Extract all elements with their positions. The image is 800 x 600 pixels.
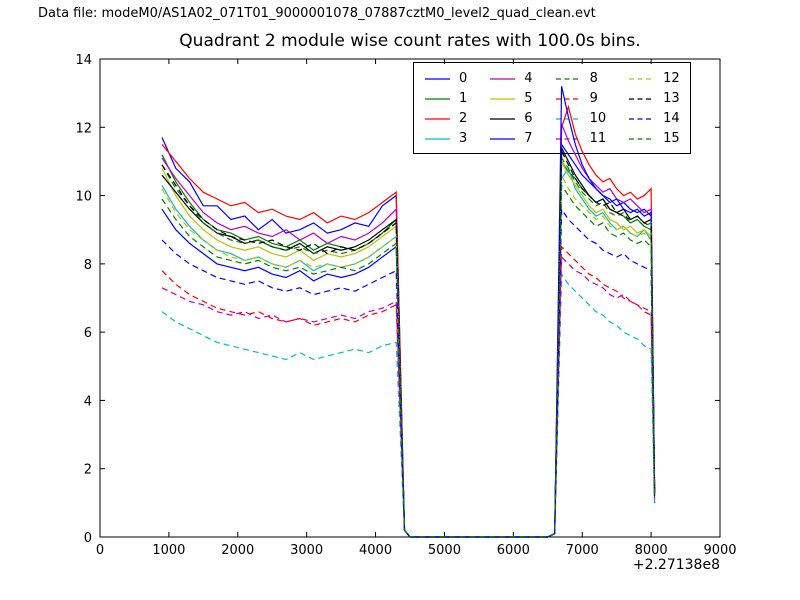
legend-entry-5: 5 bbox=[489, 88, 533, 108]
legend-label: 7 bbox=[524, 130, 533, 146]
series-line-3 bbox=[161, 166, 656, 538]
x-tick-label: 0 bbox=[96, 543, 104, 558]
series-line-9 bbox=[161, 245, 656, 538]
legend-entry-9: 9 bbox=[555, 88, 607, 108]
y-tick-label: 0 bbox=[84, 531, 92, 546]
legend-line-sample-icon bbox=[425, 137, 450, 140]
series-line-7 bbox=[161, 86, 656, 538]
legend-label: 5 bbox=[524, 90, 533, 106]
legend-label: 8 bbox=[589, 70, 598, 86]
legend-label: 11 bbox=[589, 130, 607, 146]
legend-line-sample-icon bbox=[490, 137, 516, 140]
legend-label: 6 bbox=[524, 110, 533, 126]
legend-label: 15 bbox=[663, 130, 680, 146]
legend-line-sample-icon bbox=[490, 117, 516, 120]
x-tick-label: 8000 bbox=[635, 543, 668, 558]
legend-line-sample-icon bbox=[629, 77, 655, 80]
series-line-11 bbox=[161, 255, 656, 538]
y-tick-label: 2 bbox=[84, 463, 92, 478]
x-tick-label: 6000 bbox=[497, 543, 530, 558]
legend-entry-14: 14 bbox=[628, 108, 680, 128]
legend-entry-8: 8 bbox=[555, 68, 607, 88]
y-tick-label: 8 bbox=[84, 258, 92, 273]
legend-label: 12 bbox=[663, 70, 680, 86]
legend-label: 1 bbox=[459, 90, 468, 106]
series-line-10 bbox=[161, 272, 656, 538]
legend-line-sample-icon bbox=[490, 97, 516, 100]
legend-line-sample-icon bbox=[425, 77, 450, 80]
x-tick-label: 7000 bbox=[566, 543, 599, 558]
legend-label: 4 bbox=[524, 70, 533, 86]
legend-label: 14 bbox=[663, 110, 680, 126]
legend-label: 10 bbox=[589, 110, 607, 126]
legend-line-sample-icon bbox=[629, 97, 655, 100]
legend-line-sample-icon bbox=[555, 77, 581, 80]
legend-entry-6: 6 bbox=[489, 108, 533, 128]
x-tick-label: 4000 bbox=[359, 543, 392, 558]
legend-line-sample-icon bbox=[555, 97, 581, 100]
series-line-13 bbox=[161, 150, 656, 538]
x-axis-offset-label: +2.27138e8 bbox=[632, 557, 720, 573]
legend-line-sample-icon bbox=[425, 97, 450, 100]
series-line-12 bbox=[161, 174, 656, 538]
legend: 0 1 2 3 4 5 6 7 8 9 10 11 12 13 14 15 bbox=[413, 62, 691, 154]
legend-entry-15: 15 bbox=[628, 128, 680, 148]
legend-line-sample-icon bbox=[425, 117, 450, 120]
x-tick-label: 1000 bbox=[152, 543, 185, 558]
legend-entry-2: 2 bbox=[424, 108, 467, 128]
data-file-label: Data file: modeM0/AS1A02_071T01_90000010… bbox=[38, 6, 596, 21]
legend-label: 9 bbox=[589, 90, 598, 106]
legend-line-sample-icon bbox=[629, 117, 655, 120]
series-line-6 bbox=[161, 147, 656, 538]
y-tick-label: 12 bbox=[75, 121, 92, 136]
x-tick-label: 3000 bbox=[290, 543, 323, 558]
legend-label: 2 bbox=[459, 110, 468, 126]
legend-label: 13 bbox=[663, 90, 680, 106]
chart-title: Quadrant 2 module wise count rates with … bbox=[179, 31, 641, 51]
legend-entry-13: 13 bbox=[628, 88, 680, 108]
legend-entry-1: 1 bbox=[424, 88, 467, 108]
series-line-1 bbox=[161, 154, 656, 538]
legend-entry-12: 12 bbox=[628, 68, 680, 88]
y-tick-label: 4 bbox=[84, 394, 92, 409]
y-tick-label: 10 bbox=[75, 190, 92, 205]
legend-entry-0: 0 bbox=[424, 68, 467, 88]
legend-entry-10: 10 bbox=[555, 108, 607, 128]
y-tick-label: 14 bbox=[75, 53, 92, 68]
legend-line-sample-icon bbox=[490, 77, 516, 80]
y-tick-label: 6 bbox=[84, 326, 92, 341]
x-tick-label: 2000 bbox=[221, 543, 254, 558]
legend-label: 3 bbox=[459, 130, 468, 146]
series-line-14 bbox=[161, 207, 656, 538]
legend-entry-4: 4 bbox=[489, 68, 533, 88]
legend-label: 0 bbox=[459, 70, 468, 86]
series-line-2 bbox=[161, 104, 656, 538]
series-line-15 bbox=[161, 183, 656, 538]
x-tick-label: 9000 bbox=[703, 543, 736, 558]
x-tick-label: 5000 bbox=[428, 543, 461, 558]
legend-line-sample-icon bbox=[555, 117, 581, 120]
legend-entry-3: 3 bbox=[424, 128, 467, 148]
legend-line-sample-icon bbox=[629, 137, 655, 140]
legend-entry-7: 7 bbox=[489, 128, 533, 148]
